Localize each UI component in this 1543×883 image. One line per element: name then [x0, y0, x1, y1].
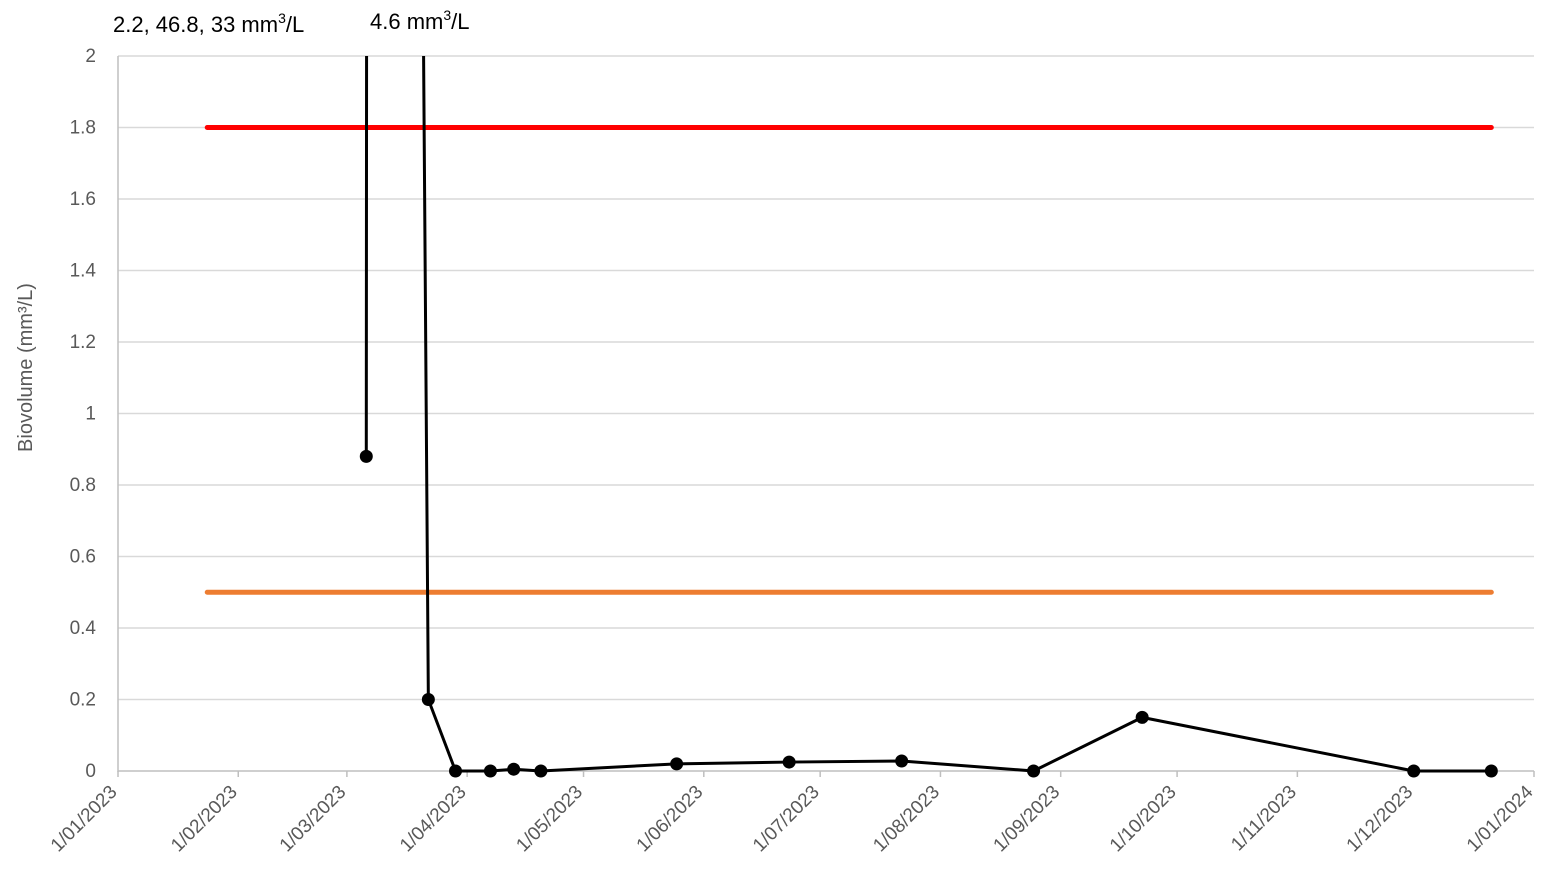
y-tick-label: 2 [85, 46, 96, 67]
data-point [359, 449, 373, 463]
grid-lines [118, 55, 1534, 701]
data-series [359, 56, 1498, 778]
x-tick-label: 1/03/2023 [276, 782, 351, 857]
data-point [895, 754, 909, 768]
axes [117, 56, 1535, 777]
y-tick-label: 0.2 [70, 690, 96, 711]
y-tick-label: 0.4 [70, 618, 97, 639]
x-tick-label: 1/05/2023 [512, 782, 587, 857]
y-tick-label: 0 [85, 761, 96, 782]
x-tick-label: 1/11/2023 [1227, 782, 1301, 856]
data-point [1484, 764, 1498, 778]
x-tick-label: 1/01/2024 [1463, 781, 1538, 856]
data-point [449, 764, 463, 778]
y-tick-label: 0.6 [70, 547, 96, 568]
y-tick-label: 1.8 [70, 118, 96, 139]
data-point [534, 764, 548, 778]
x-tick-label: 1/08/2023 [869, 782, 944, 857]
x-tick-label: 1/02/2023 [167, 782, 242, 857]
biovolume-line [364, 56, 1492, 773]
y-tick-label: 0.8 [70, 475, 96, 496]
x-tick-label: 1/12/2023 [1343, 782, 1418, 857]
data-point [670, 757, 684, 771]
data-point [421, 693, 435, 706]
y-tick-label: 1.4 [70, 261, 97, 282]
x-tick-label: 1/09/2023 [990, 782, 1065, 857]
y-tick-label: 1.2 [70, 332, 96, 353]
data-point [507, 762, 521, 776]
data-point [1135, 710, 1149, 724]
x-tick-label: 1/01/2023 [47, 782, 122, 857]
x-tick-label: 1/07/2023 [749, 782, 824, 857]
labels: 0 0.2 0.4 0.6 0.8 1 1.2 1.4 1.6 1.8 2 1/01/2023 1/02… [15, 7, 1538, 856]
y-axis-title: Biovolume (mm³/L) [15, 283, 37, 452]
data-point [483, 764, 497, 778]
data-point [782, 755, 796, 769]
x-tick-label: 1/10/2023 [1106, 782, 1181, 857]
x-tick-label: 1/06/2023 [633, 782, 708, 857]
off-scale-annotation: 4.6 mm3/L [370, 7, 470, 34]
y-tick-label: 1 [85, 404, 96, 425]
reference-lines [204, 125, 1494, 595]
x-tick-label: 1/04/2023 [396, 782, 471, 857]
y-tick-label: 1.6 [70, 189, 96, 210]
data-point [1407, 764, 1421, 778]
off-scale-annotation: 2.2, 46.8, 33 mm3/L [113, 10, 304, 37]
data-point [1027, 764, 1041, 778]
